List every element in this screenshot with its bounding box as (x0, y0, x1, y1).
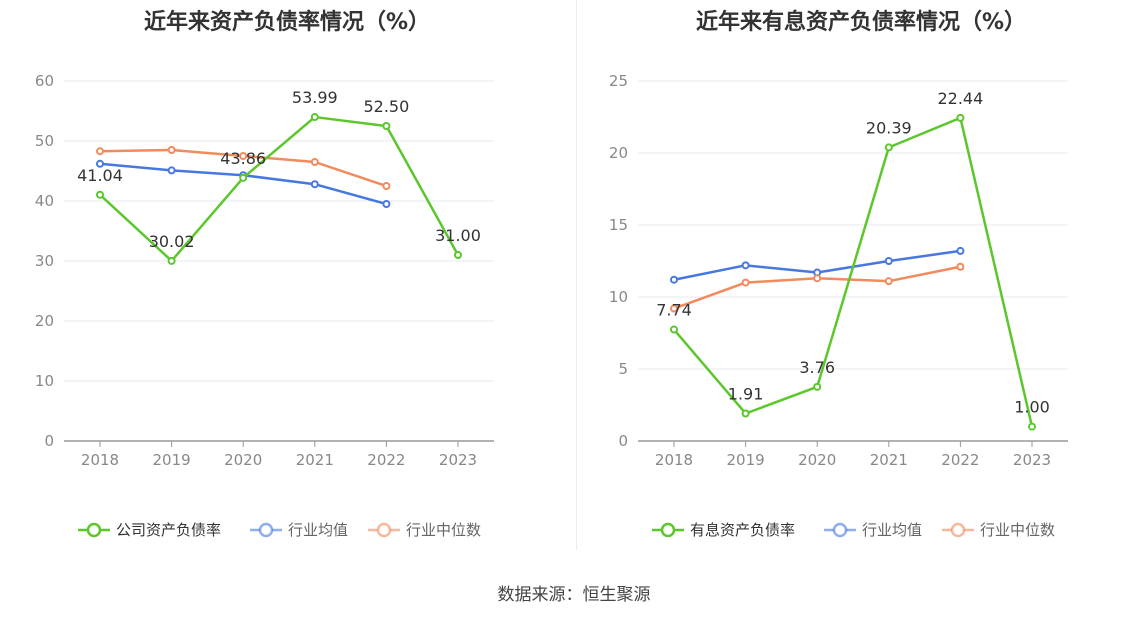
data-point (741, 261, 750, 270)
x-tick-label: 2023 (1013, 451, 1051, 469)
series-line (99, 162, 387, 206)
chart-svg-debt-ratio: 0 10 20 30 40 50 60 2018 2019 2020 2021 2022 2023 41.… (35, 72, 494, 539)
panel-divider (576, 0, 577, 550)
x-tick-label: 2022 (941, 451, 979, 469)
data-point (310, 180, 319, 189)
x-tick-label: 2023 (439, 451, 477, 469)
x-tick-label: 2020 (224, 451, 262, 469)
x-tick-label: 2020 (798, 451, 836, 469)
data-point (884, 277, 893, 286)
x-tick-label: 2021 (870, 451, 908, 469)
data-point (310, 113, 319, 122)
chart-svg-interest-debt-ratio: 0 5 10 15 20 25 2018 2019 2020 2021 2022 2023 7.74 1.… (609, 72, 1068, 539)
data-point (884, 143, 893, 152)
data-point (741, 278, 750, 287)
data-point (454, 251, 462, 259)
data-label: 22.44 (937, 89, 983, 108)
data-point (382, 200, 391, 208)
y-tick-label: 5 (618, 360, 628, 378)
series-line (673, 116, 1034, 427)
legend-swatch-marker (950, 522, 966, 538)
legend-swatch-marker (258, 522, 274, 538)
data-point (884, 257, 893, 265)
data-point (96, 190, 104, 199)
data-point (96, 147, 104, 156)
data-label: 52.50 (363, 97, 409, 116)
data-point (310, 158, 319, 166)
legend-label: 行业均值 (288, 521, 348, 539)
data-point (167, 146, 176, 154)
x-tick-label: 2021 (296, 451, 334, 469)
chart-panel-debt-ratio: 近年来资产负债率情况（%） 0 10 20 30 40 50 60 2018 2019 2020 2… (0, 0, 574, 560)
data-point (167, 166, 176, 175)
y-tick-label: 40 (35, 192, 54, 210)
data-point (96, 159, 104, 168)
y-tick-label: 10 (35, 372, 54, 390)
data-point (239, 173, 248, 182)
legend-swatch-marker (660, 522, 676, 538)
data-label: 30.02 (149, 232, 195, 251)
data-point (382, 122, 391, 130)
y-tick-label: 20 (609, 144, 628, 162)
data-point (956, 113, 965, 122)
data-point (670, 275, 678, 284)
y-tick-label: 50 (35, 132, 54, 150)
chart-title: 近年来有息资产负债率情况（%） (695, 10, 1027, 35)
data-point (956, 262, 965, 271)
legend-label: 行业均值 (862, 521, 922, 539)
x-tick-label: 2018 (81, 451, 119, 469)
data-point (239, 152, 248, 160)
data-label: 20.39 (866, 118, 912, 137)
y-tick-label: 30 (35, 252, 54, 270)
data-point (741, 409, 750, 418)
data-label: 7.74 (656, 301, 692, 320)
data-point (1028, 422, 1036, 431)
data-label: 53.99 (292, 88, 338, 107)
legend-label: 行业中位数 (980, 521, 1055, 539)
data-point (813, 274, 822, 283)
data-label: 43.86 (220, 149, 266, 168)
y-tick-label: 10 (609, 288, 628, 306)
x-tick-label: 2018 (655, 451, 693, 469)
legend-label: 有息资产负债率 (690, 521, 795, 539)
legend-label: 公司资产负债率 (116, 521, 221, 539)
data-point (670, 304, 678, 313)
x-tick-label: 2019 (153, 451, 191, 469)
x-tick-label: 2022 (367, 451, 405, 469)
series-line (99, 115, 460, 263)
data-source-note: 数据来源：恒生聚源 (497, 585, 651, 605)
legend-swatch-marker (832, 522, 848, 538)
legend-swatch-marker (86, 522, 102, 538)
data-label: 1.91 (728, 384, 764, 403)
data-point (167, 256, 176, 265)
data-label: 3.76 (799, 358, 835, 377)
y-tick-label: 0 (618, 432, 628, 450)
data-label: 1.00 (1014, 398, 1050, 417)
y-tick-label: 20 (35, 312, 54, 330)
data-point (382, 182, 391, 190)
chart-title: 近年来资产负债率情况（%） (143, 10, 431, 35)
data-point (670, 325, 678, 334)
data-point (813, 382, 822, 391)
data-point (956, 246, 965, 255)
chart-panel-interest-debt-ratio: 近年来有息资产负债率情况（%） 0 5 10 15 20 25 2018 2019 2020 20… (574, 0, 1148, 560)
y-tick-label: 15 (609, 216, 628, 234)
data-label: 31.00 (435, 226, 481, 245)
legend-label: 行业中位数 (406, 521, 481, 539)
y-tick-label: 0 (44, 432, 54, 450)
data-label: 41.04 (77, 166, 123, 185)
y-tick-label: 60 (35, 72, 54, 90)
x-tick-label: 2019 (727, 451, 765, 469)
y-tick-label: 25 (609, 72, 628, 90)
legend-swatch-marker (376, 522, 392, 538)
